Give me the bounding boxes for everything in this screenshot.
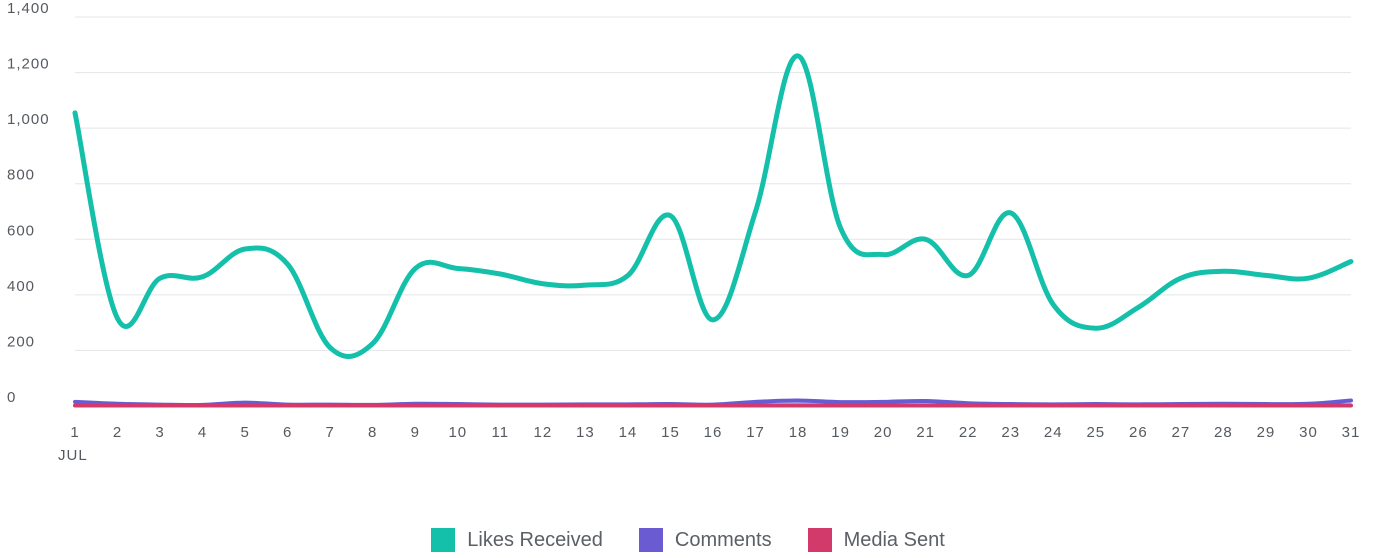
y-tick-label: 1,400: [7, 0, 50, 17]
legend: Likes Received Comments Media Sent: [0, 528, 1376, 552]
x-tick-label: 3: [155, 424, 164, 441]
x-tick-label: 22: [959, 424, 978, 441]
x-tick-label: 13: [576, 424, 595, 441]
x-tick-label: 6: [283, 424, 292, 441]
y-tick-label: 400: [7, 278, 35, 295]
x-tick-label: 5: [240, 424, 249, 441]
x-tick-label: 19: [831, 424, 850, 441]
x-tick-label: 27: [1172, 424, 1191, 441]
x-tick-label: 12: [534, 424, 553, 441]
legend-swatch: [638, 528, 663, 552]
y-tick-label: 800: [7, 167, 35, 184]
legend-item-comments[interactable]: Comments: [638, 528, 772, 552]
x-tick-label: 17: [746, 424, 765, 441]
x-tick-label: 28: [1214, 424, 1233, 441]
x-tick-label: 18: [789, 424, 808, 441]
legend-item-likes-received[interactable]: Likes Received: [431, 528, 603, 552]
series-line-likes-received: [72, 53, 1354, 359]
legend-item-media-sent[interactable]: Media Sent: [807, 528, 945, 552]
legend-swatch: [431, 528, 456, 552]
x-tick-label: 7: [326, 424, 335, 441]
x-tick-label: 25: [1086, 424, 1105, 441]
x-tick-label: 9: [411, 424, 420, 441]
y-axis-ticks: 0 200 400 600 800 1,000 1,200 1,400: [7, 0, 50, 406]
legend-swatch: [807, 528, 832, 552]
y-tick-label: 1,200: [7, 56, 50, 73]
x-tick-label: 26: [1129, 424, 1148, 441]
x-tick-label: 21: [916, 424, 935, 441]
x-tick-label: 1: [70, 424, 79, 441]
x-axis-ticks: 1 2 3 4 5 6 7 8 9 10 11 12 13 14 15 16 17 18 19 20 21 22 23 24 2…: [58, 424, 1361, 464]
x-tick-label: 31: [1342, 424, 1361, 441]
y-tick-label: 200: [7, 333, 35, 350]
x-tick-label: 15: [661, 424, 680, 441]
x-tick-label: 16: [704, 424, 723, 441]
grid-lines: [75, 16, 1351, 407]
series-lines: [72, 53, 1354, 408]
x-tick-label: 2: [113, 424, 122, 441]
x-tick-label: 4: [198, 424, 207, 441]
legend-label: Likes Received: [467, 528, 603, 551]
x-tick-label: 11: [492, 424, 510, 441]
x-tick-label: 8: [368, 424, 377, 441]
y-tick-label: 0: [7, 389, 16, 406]
x-tick-label: 29: [1257, 424, 1276, 441]
x-tick-label: 20: [874, 424, 893, 441]
x-tick-label: 14: [619, 424, 638, 441]
x-tick-label: 24: [1044, 424, 1063, 441]
y-tick-label: 600: [7, 222, 35, 239]
x-tick-sublabel: JUL: [58, 447, 88, 464]
x-tick-label: 23: [1001, 424, 1020, 441]
x-tick-label: 10: [448, 424, 467, 441]
x-tick-label: 30: [1299, 424, 1318, 441]
legend-label: Media Sent: [843, 528, 945, 551]
y-tick-label: 1,000: [7, 111, 50, 128]
legend-label: Comments: [674, 528, 772, 551]
